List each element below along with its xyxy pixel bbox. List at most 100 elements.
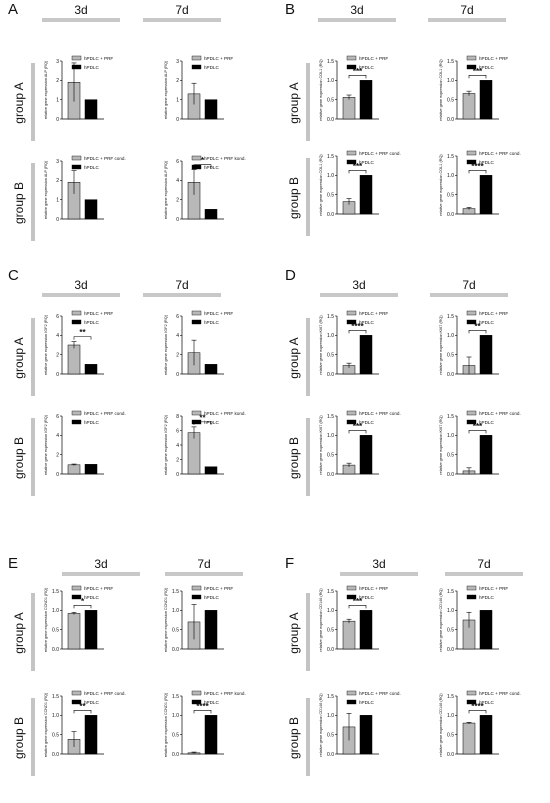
y-tick-label: 1.0	[172, 713, 179, 719]
legend-entry: hPDLC	[84, 165, 99, 170]
group-label: group B	[12, 717, 26, 759]
y-tick-label: 4	[176, 178, 179, 184]
legend-entry: hPDLC + PRF	[479, 311, 508, 316]
panel-d: D 3d 7d group A group B hPDLC + PRF hPDLC 0.0 0.…	[285, 267, 521, 496]
legend-swatch	[346, 310, 357, 316]
y-tick-label: 1.5	[172, 694, 179, 700]
legend-entry: hPDLC + PRF	[479, 586, 508, 591]
panel-letter: C	[8, 267, 19, 284]
bar	[359, 335, 373, 375]
legend-entry: hPDLC + PRF	[359, 56, 388, 61]
legend-swatch	[466, 410, 477, 416]
legend-entry: hPDLC + PRF cond.	[84, 411, 126, 416]
bar	[204, 99, 218, 120]
legend-entry: hPDLC + PRF	[479, 56, 508, 61]
y-tick-label: 3	[56, 159, 59, 165]
bar	[84, 464, 98, 475]
group-label: group A	[12, 337, 26, 378]
legend-entry: hPDLC	[204, 595, 219, 600]
day-header-bar	[143, 18, 221, 22]
legend-swatch	[71, 164, 82, 170]
group-label: group A	[287, 337, 301, 378]
y-tick-label: 4	[176, 333, 179, 339]
significance-bracket	[73, 710, 92, 714]
y-tick-label: 1.5	[327, 314, 334, 320]
legend-swatch	[191, 319, 202, 325]
panel-c: C 3d 7d group A group B hPDLC + PRF hPDLC 0 2 4 6 r…	[8, 267, 246, 496]
y-tick-label: 1.0	[447, 713, 454, 719]
significance-label: **	[79, 702, 86, 711]
group-label: group B	[287, 177, 301, 219]
significance-bracket	[468, 170, 487, 174]
group-label: group A	[12, 82, 26, 123]
y-tick-label: 0.0	[447, 212, 454, 218]
y-tick-label: 2	[176, 197, 179, 203]
significance-label: **	[79, 328, 86, 337]
y-tick-label: 0.5	[327, 452, 334, 458]
subplot: hPDLC + PRF hPDLC 0.0 0.5 1.0 1.5 relative gen…	[44, 585, 113, 653]
group-side-bar	[306, 418, 310, 496]
y-tick-label: 0.5	[52, 732, 59, 738]
y-tick-label: 1.0	[327, 333, 334, 339]
y-tick-label: 2	[56, 352, 59, 358]
significance-bracket	[73, 336, 92, 340]
significance-label: ****	[471, 162, 484, 171]
legend-swatch	[466, 690, 477, 696]
y-tick-label: 4	[56, 433, 59, 439]
day-header-bar	[320, 293, 398, 297]
legend-swatch	[191, 64, 202, 70]
group-side-bar	[31, 318, 35, 396]
legend-entry: hPDLC	[84, 320, 99, 325]
legend-entry: hPDLC + PRF kond.	[204, 411, 246, 416]
y-tick-label: 0.0	[172, 752, 179, 758]
significance-bracket	[468, 710, 487, 714]
y-tick-label: 0	[56, 372, 59, 378]
legend-entry: hPDLC	[479, 700, 494, 705]
significance-bracket	[468, 75, 487, 79]
day-label: 7d	[175, 3, 188, 17]
subplot: hPDLC + PRF hPDLC 0.0 0.5 1.0 1.5 relative gen…	[319, 310, 388, 378]
y-tick-label: 0.0	[172, 647, 179, 653]
y-axis-label: relative gene expression KI67 (RQ)	[319, 315, 323, 375]
legend-entry: hPDLC	[84, 595, 99, 600]
legend-swatch	[466, 699, 477, 705]
bar	[204, 364, 218, 375]
y-axis-label: relative gene expression COL1 (RQ)	[319, 59, 323, 121]
group-label: group B	[287, 717, 301, 759]
legend-entry: hPDLC	[204, 165, 219, 170]
group-side-bar	[306, 63, 310, 141]
bar	[479, 175, 493, 215]
legend-entry: hPDLC + PRF cond.	[479, 151, 521, 156]
day-header-bar	[340, 572, 418, 576]
bar	[187, 432, 201, 475]
significance-bracket	[348, 605, 367, 609]
y-tick-label: 1.0	[447, 608, 454, 614]
legend-entry: hPDLC	[479, 160, 494, 165]
legend-entry: hPDLC	[84, 65, 99, 70]
significance-bracket	[193, 421, 212, 425]
significance-bracket	[348, 170, 367, 174]
y-tick-label: 0.5	[327, 97, 334, 103]
subplot: hPDLC + PRF hPDLC 0.0 0.5 1.0 1.5 relative gen…	[439, 55, 508, 123]
panel-letter: B	[285, 1, 295, 18]
legend-swatch	[346, 150, 357, 156]
legend-entry: hPDLC	[479, 320, 494, 325]
y-tick-label: 1.0	[327, 713, 334, 719]
legend-entry: hPDLC	[359, 160, 374, 165]
y-tick-label: 1.5	[447, 694, 454, 700]
legend-swatch	[346, 64, 357, 70]
legend-swatch	[191, 690, 202, 696]
y-axis-label: relative gene expression IGF2 (RQ)	[164, 314, 168, 375]
subplot: hPDLC + PRF hPDLC 0 2 4 6 relative gene expres…	[164, 310, 233, 378]
legend-entry: hPDLC + PRF	[84, 311, 113, 316]
legend-swatch	[191, 310, 202, 316]
y-axis-label: relative gene expression ALP (RQ)	[44, 60, 48, 119]
legend-entry: hPDLC + PRF cond.	[84, 156, 126, 161]
legend-entry: hPDLC + PRF cond.	[84, 691, 126, 696]
bar	[67, 613, 81, 650]
legend-entry: hPDLC + PRF cond.	[479, 691, 521, 696]
legend-entry: hPDLC	[479, 65, 494, 70]
y-tick-label: 0.0	[327, 752, 334, 758]
y-tick-label: 2	[176, 352, 179, 358]
group-side-bar	[31, 698, 35, 776]
